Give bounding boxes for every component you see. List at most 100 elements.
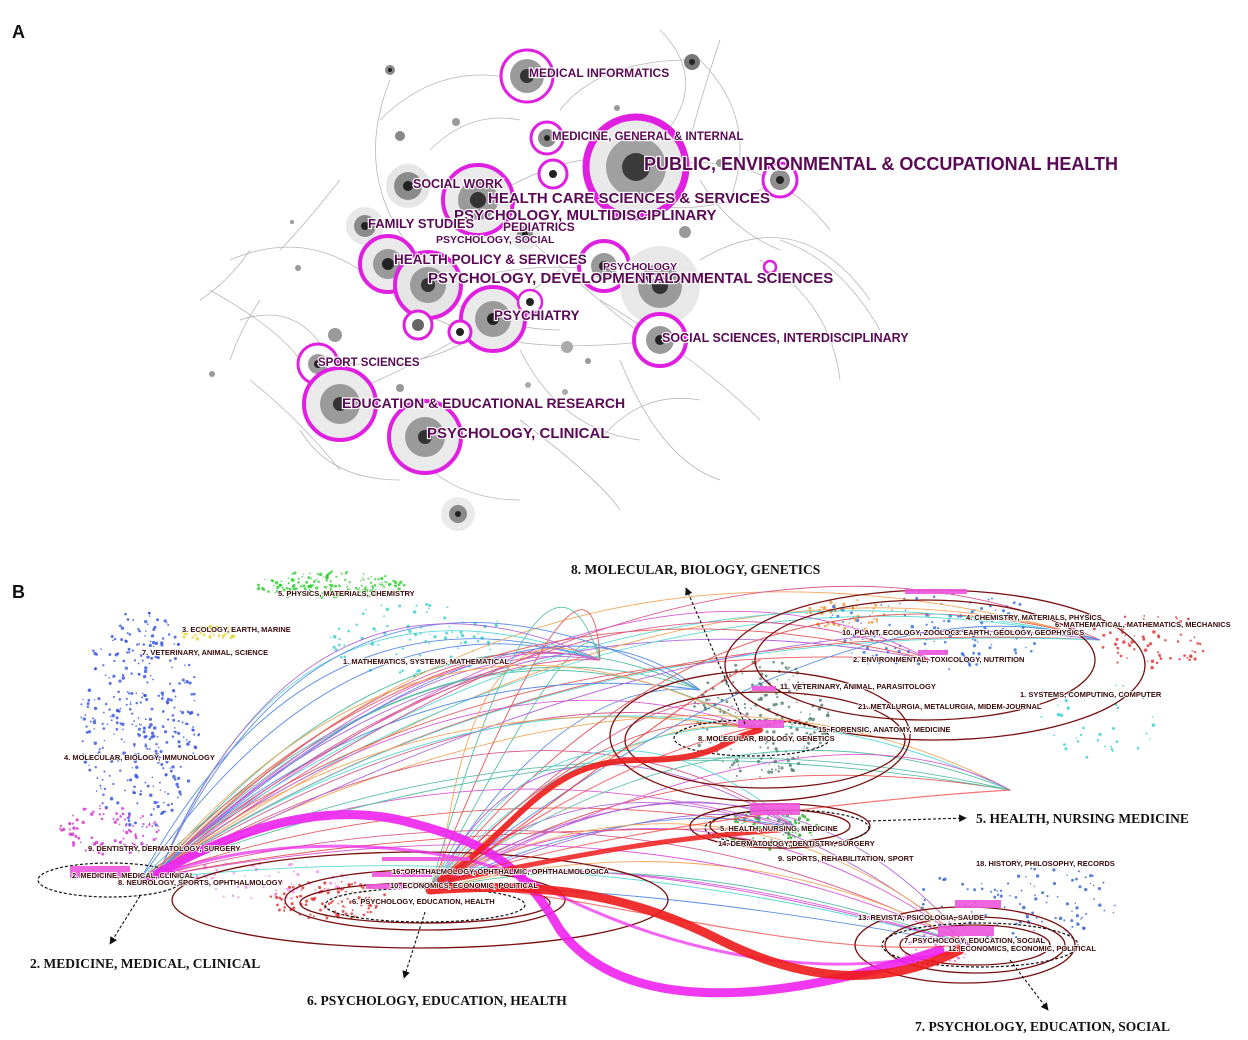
scatter-point bbox=[210, 631, 213, 634]
scatter-point bbox=[1147, 625, 1150, 628]
scatter-point bbox=[1113, 904, 1116, 907]
scatter-point bbox=[794, 831, 797, 834]
scatter-point bbox=[161, 811, 165, 815]
scatter-point bbox=[1084, 876, 1087, 879]
scatter-point bbox=[1124, 634, 1127, 637]
scatter-point bbox=[278, 583, 282, 587]
scatter-point bbox=[784, 682, 786, 684]
scatter-point bbox=[946, 660, 949, 663]
scatter-point bbox=[1078, 885, 1082, 889]
scatter-point bbox=[200, 632, 202, 635]
scatter-point bbox=[1076, 922, 1080, 926]
scatter-point bbox=[1025, 914, 1030, 919]
scatter-point bbox=[796, 681, 800, 684]
scatter-point bbox=[171, 735, 175, 738]
scatter-point bbox=[1056, 895, 1059, 898]
scatter-point bbox=[71, 814, 74, 817]
label-c9-dentistry: 9. DENTISTRY, DERMATOLOGY, SURGERY bbox=[88, 844, 241, 853]
scatter-point bbox=[152, 822, 155, 825]
scatter-point bbox=[880, 661, 882, 664]
link-curve bbox=[149, 630, 1101, 879]
scatter-point bbox=[123, 818, 127, 821]
scatter-point bbox=[338, 592, 342, 596]
scatter-point bbox=[1092, 884, 1095, 887]
scatter-point bbox=[183, 682, 186, 684]
scatter-point bbox=[948, 668, 951, 671]
scatter-point bbox=[194, 633, 197, 637]
scatter-point bbox=[132, 619, 135, 621]
scatter-point bbox=[1041, 891, 1045, 895]
link-curve bbox=[429, 625, 1101, 891]
scatter-point bbox=[1034, 862, 1037, 865]
scatter-point bbox=[827, 622, 830, 625]
scatter-point bbox=[332, 635, 337, 639]
scatter-point bbox=[348, 581, 351, 584]
scatter-point bbox=[814, 823, 819, 828]
scatter-point bbox=[1141, 635, 1145, 639]
label-social-sciences: SOCIAL SCIENCES, INTERDISCIPLINARY bbox=[662, 331, 909, 345]
scatter-point bbox=[827, 711, 830, 714]
scatter-point bbox=[308, 589, 312, 593]
scatter-point bbox=[863, 627, 867, 631]
scatter-point bbox=[1035, 916, 1038, 919]
scatter-point bbox=[734, 758, 737, 761]
scatter-point bbox=[346, 897, 349, 900]
scatter-point bbox=[277, 908, 281, 912]
scatter-point bbox=[128, 708, 132, 711]
scatter-point bbox=[1098, 690, 1101, 694]
scatter-point bbox=[776, 695, 779, 699]
scatter-point bbox=[428, 604, 432, 607]
scatter-point bbox=[764, 674, 768, 678]
scatter-point bbox=[274, 895, 279, 900]
link-curve bbox=[139, 715, 1011, 881]
scatter-point bbox=[968, 664, 972, 667]
scatter-point bbox=[374, 904, 378, 908]
scatter-point bbox=[244, 885, 248, 889]
scatter-point bbox=[139, 654, 143, 657]
scatter-point bbox=[948, 959, 951, 962]
scatter-point bbox=[229, 636, 233, 640]
scatter-point bbox=[222, 895, 225, 898]
scatter-point bbox=[884, 647, 888, 650]
scatter-point bbox=[731, 705, 734, 708]
scatter-point bbox=[805, 612, 808, 615]
scatter-point bbox=[1121, 627, 1125, 631]
scatter-point bbox=[158, 781, 161, 784]
scatter-point bbox=[1071, 910, 1073, 913]
scatter-point bbox=[154, 749, 158, 753]
scatter-point bbox=[772, 741, 775, 745]
scatter-point bbox=[171, 714, 175, 717]
scatter-point bbox=[157, 694, 160, 697]
link-curve bbox=[159, 669, 761, 871]
scatter-point bbox=[867, 663, 869, 665]
scatter-point bbox=[118, 698, 122, 701]
scatter-point bbox=[144, 634, 146, 637]
scatter-point bbox=[157, 656, 160, 659]
scatter-point bbox=[833, 605, 836, 608]
scatter-point bbox=[164, 810, 167, 813]
scatter-point bbox=[1058, 916, 1063, 921]
scatter-point bbox=[796, 761, 801, 766]
link-curve bbox=[429, 641, 601, 891]
scatter-point bbox=[139, 817, 142, 819]
scatter-point bbox=[315, 586, 319, 590]
scatter-point bbox=[155, 743, 158, 746]
scatter-point bbox=[163, 730, 168, 734]
scatter-point bbox=[313, 580, 316, 584]
scatter-point bbox=[287, 577, 290, 579]
scatter-point bbox=[299, 585, 303, 588]
panel-b-letter: B bbox=[12, 582, 25, 602]
scatter-point bbox=[151, 640, 156, 645]
scatter-point bbox=[157, 746, 160, 749]
link-curve bbox=[429, 802, 971, 946]
scatter-point bbox=[133, 720, 136, 723]
scatter-point bbox=[111, 639, 114, 642]
scatter-point bbox=[751, 824, 754, 826]
scatter-point bbox=[803, 815, 807, 819]
scatter-point bbox=[850, 639, 852, 641]
scatter-point bbox=[1147, 660, 1149, 662]
link-curve bbox=[149, 637, 1101, 879]
scatter-point bbox=[126, 632, 129, 635]
scatter-point bbox=[315, 590, 318, 593]
link-curve bbox=[439, 802, 971, 946]
